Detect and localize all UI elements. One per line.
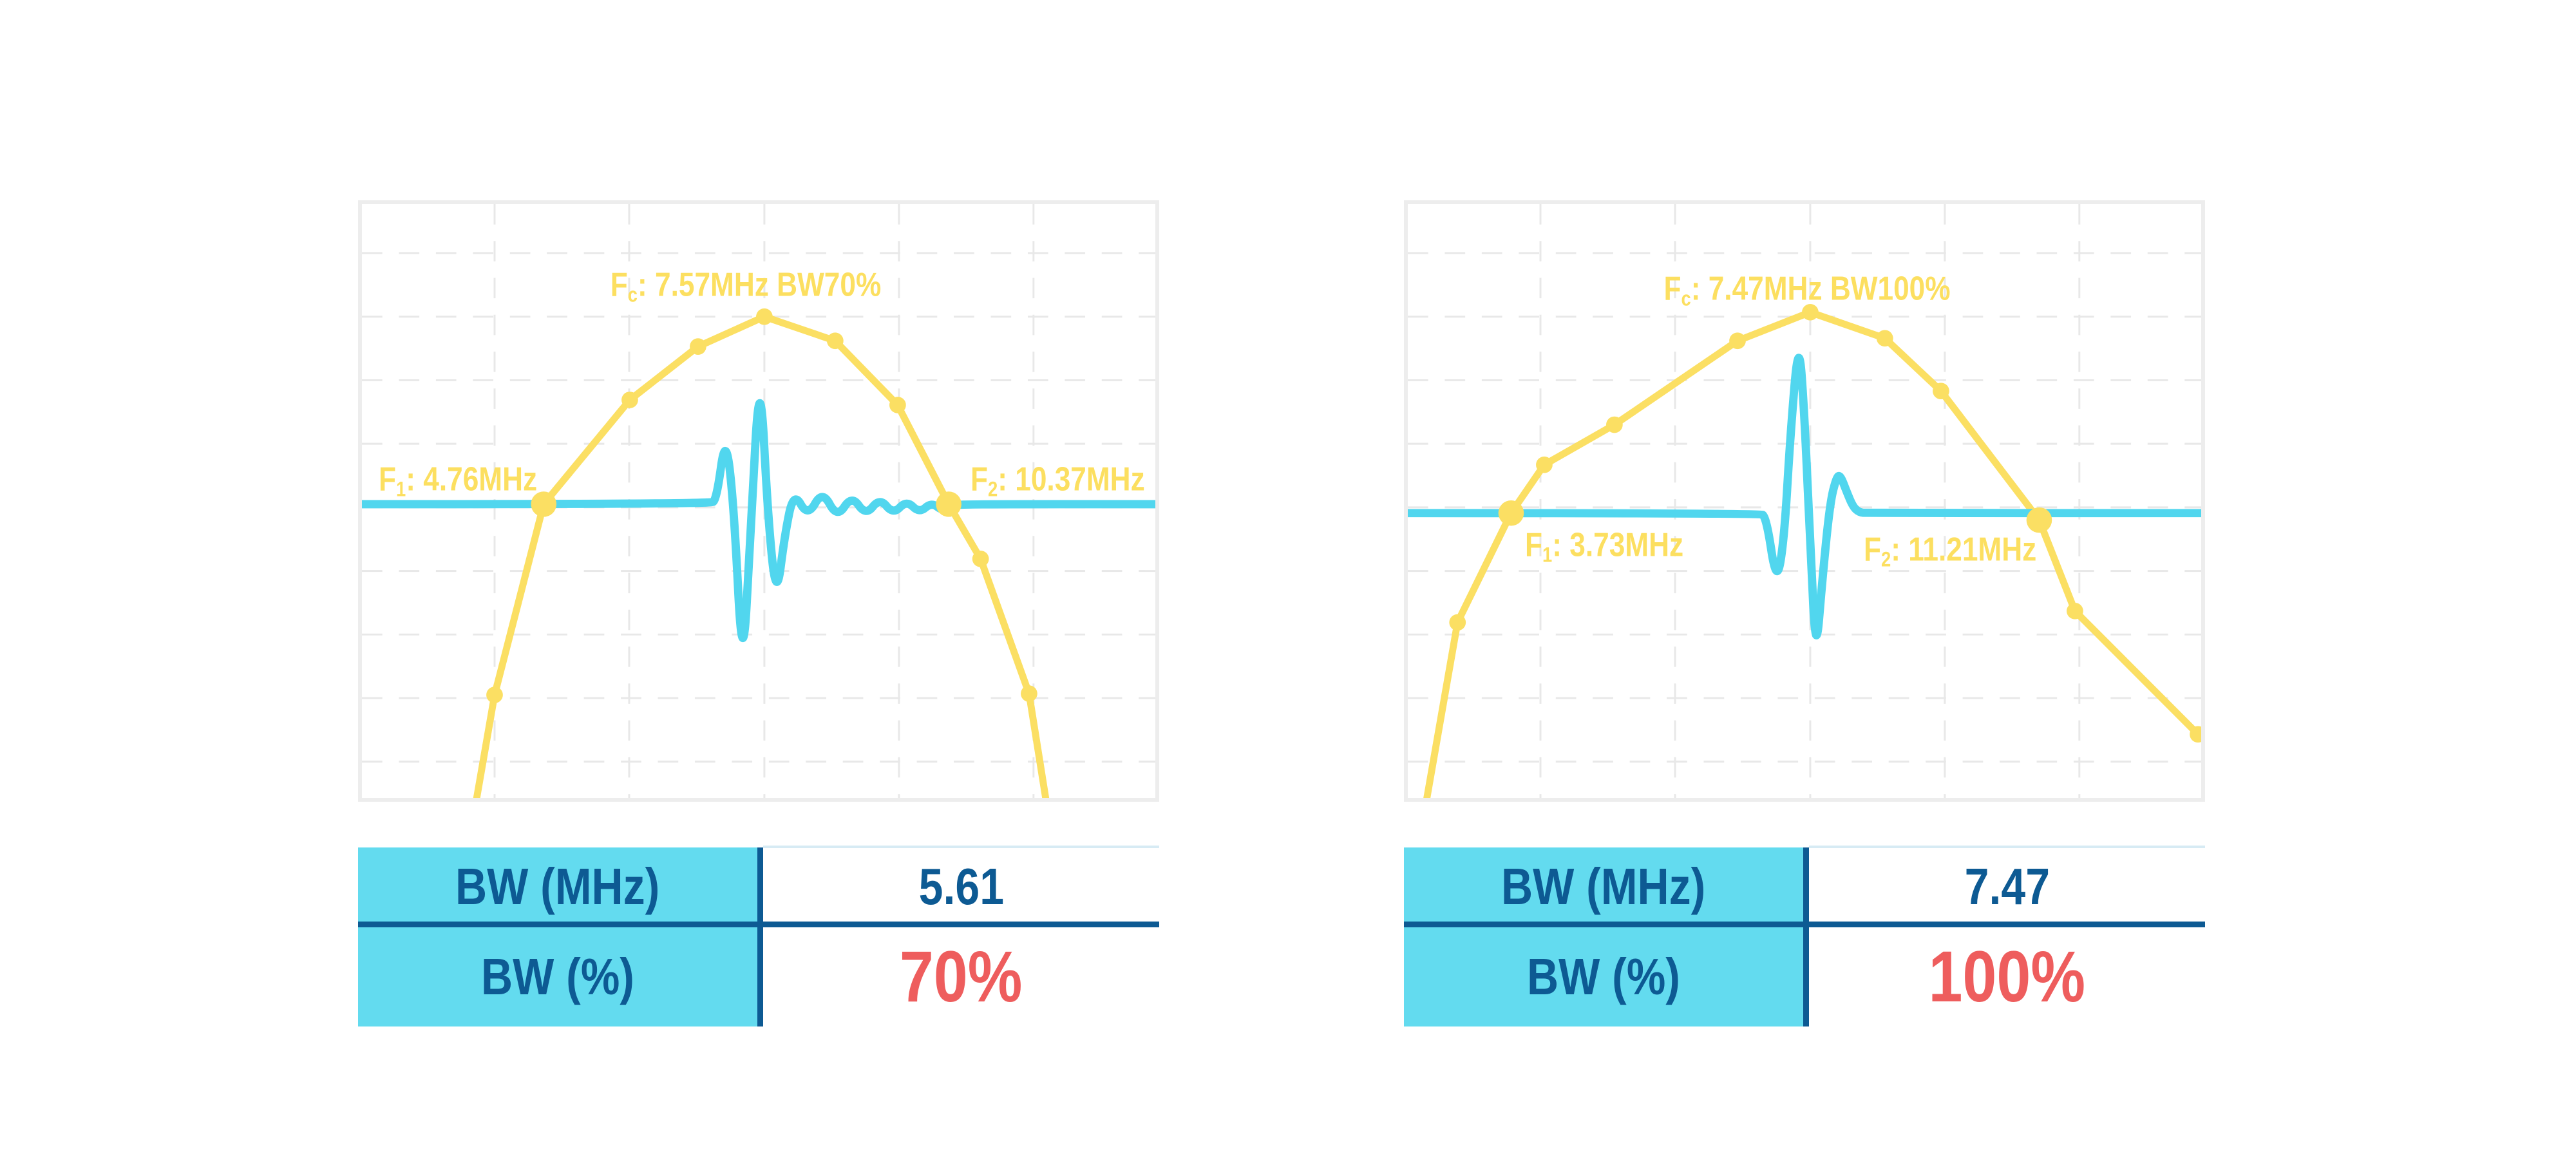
table-row-divider bbox=[1404, 922, 2205, 927]
spectrum-point-marker bbox=[1802, 303, 1819, 321]
spectrum-line bbox=[473, 313, 1050, 798]
pulse-line bbox=[362, 399, 1155, 642]
bandwidth-edge-marker bbox=[936, 491, 961, 517]
spectrum-point-marker bbox=[1536, 456, 1553, 473]
spectrum-pulse-plot bbox=[362, 204, 1155, 798]
f2-frequency-label: F2: 10.37MHz bbox=[971, 460, 1145, 501]
table-header-column bbox=[358, 847, 757, 1026]
spectrum-chart-100: Fc: 7.47MHz BW100% F1: 3.73MHz F2: 11.21… bbox=[1404, 200, 2205, 802]
table-row-divider bbox=[358, 922, 1159, 927]
spectrum-point-marker bbox=[756, 308, 773, 325]
spectrum-point-marker bbox=[2190, 726, 2201, 743]
spectrum-point-marker bbox=[1021, 685, 1037, 702]
table-header-column bbox=[1404, 847, 1803, 1026]
center-frequency-label: Fc: 7.57MHz BW70% bbox=[610, 266, 882, 307]
spectrum-pulse-plot bbox=[1408, 204, 2201, 798]
spectrum-point-marker bbox=[972, 550, 989, 567]
spectrum-point-marker bbox=[889, 397, 906, 413]
center-frequency-label: Fc: 7.47MHz BW100% bbox=[1663, 270, 1951, 310]
bw-mhz-value: 5.61 bbox=[918, 858, 1004, 915]
spectrum-point-marker bbox=[1606, 416, 1623, 433]
bandwidth-edge-marker bbox=[2026, 507, 2052, 533]
spectrum-point-marker bbox=[2067, 602, 2083, 620]
f1-frequency-label: F1: 4.76MHz bbox=[379, 460, 538, 501]
spectrum-point-marker bbox=[690, 338, 706, 355]
spectrum-point-marker bbox=[1729, 332, 1746, 350]
spectrum-chart-70: Fc: 7.57MHz BW70% F1: 4.76MHz F2: 10.37M… bbox=[358, 200, 1159, 802]
table-column-divider bbox=[1803, 847, 1809, 1026]
pulse-line bbox=[1408, 354, 2201, 639]
spectrum-point-marker bbox=[621, 392, 638, 408]
bw-mhz-value: 7.47 bbox=[1964, 858, 2050, 915]
bw-percent-row-label: BW (%) bbox=[481, 948, 634, 1005]
spectrum-point-marker bbox=[486, 686, 503, 703]
spectrum-point-marker bbox=[1933, 383, 1949, 400]
table-column-divider bbox=[757, 847, 763, 1026]
spectrum-point-marker bbox=[1876, 330, 1893, 347]
bw-mhz-row-label: BW (MHz) bbox=[455, 858, 660, 915]
bw-percent-value: 100% bbox=[1928, 936, 2086, 1017]
bw-percent-value: 70% bbox=[900, 936, 1023, 1017]
f2-frequency-label: F2: 11.21MHz bbox=[1864, 531, 2037, 571]
table-top-rule bbox=[763, 846, 1159, 848]
table-top-rule bbox=[1809, 846, 2205, 848]
spectrum-point-marker bbox=[826, 332, 844, 350]
spectrum-line bbox=[1423, 308, 2201, 798]
bandwidth-panel-70: Fc: 7.57MHz BW70% F1: 4.76MHz F2: 10.37M… bbox=[358, 200, 1159, 1037]
spectrum-point-marker bbox=[1449, 614, 1466, 631]
f1-frequency-label: F1: 3.73MHz bbox=[1525, 526, 1684, 567]
bandwidth-edge-marker bbox=[531, 491, 557, 517]
bandwidth-edge-marker bbox=[1498, 500, 1524, 526]
bandwidth-panel-100: Fc: 7.47MHz BW100% F1: 3.73MHz F2: 11.21… bbox=[1404, 200, 2205, 1037]
bw-mhz-row-label: BW (MHz) bbox=[1501, 858, 1706, 915]
bw-percent-row-label: BW (%) bbox=[1527, 948, 1680, 1005]
